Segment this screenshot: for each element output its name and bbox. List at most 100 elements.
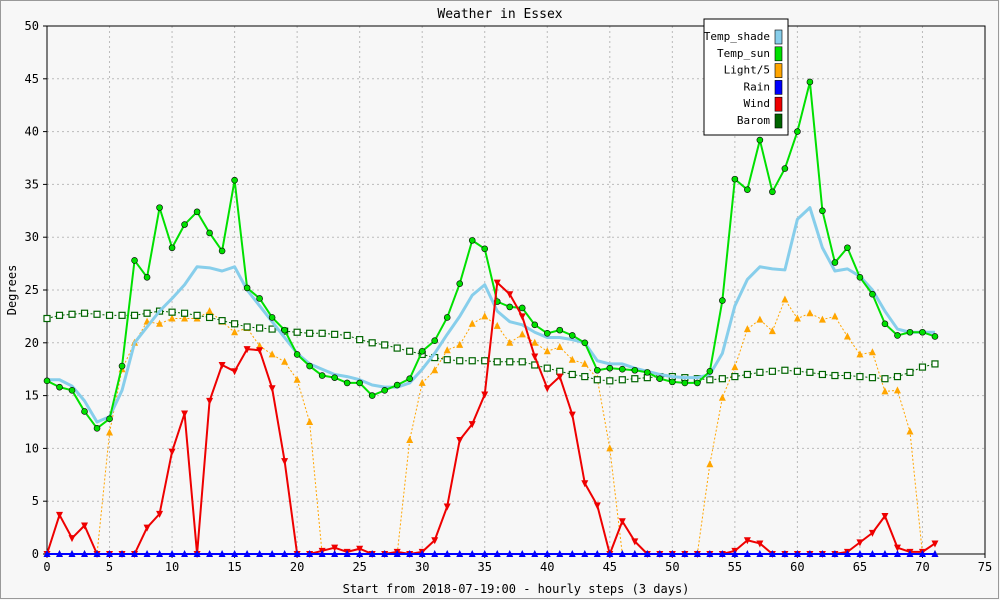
rain-point bbox=[593, 550, 601, 557]
temp-sun-point bbox=[669, 378, 676, 386]
rain-point bbox=[843, 550, 851, 557]
rain-point bbox=[306, 550, 314, 557]
barom-point bbox=[143, 309, 151, 317]
barom-point bbox=[105, 311, 114, 319]
y-tick-label: 5 bbox=[32, 494, 39, 508]
rain-point bbox=[743, 550, 751, 557]
light-5-point bbox=[306, 418, 314, 425]
wind-point bbox=[431, 537, 439, 545]
barom-point bbox=[506, 358, 514, 366]
rain-point bbox=[681, 550, 689, 557]
rain-point bbox=[281, 550, 289, 557]
barom-point bbox=[468, 357, 476, 365]
light-5-point bbox=[206, 307, 214, 315]
rain-point bbox=[318, 550, 326, 557]
rain-point bbox=[856, 550, 864, 557]
light-5-point bbox=[293, 375, 301, 383]
temp-sun-point bbox=[206, 229, 213, 237]
temp-sun-point bbox=[393, 381, 401, 389]
light-5-point bbox=[743, 325, 751, 333]
y-tick-label: 25 bbox=[25, 283, 39, 297]
temp-sun-point bbox=[406, 375, 413, 383]
x-tick-label: 60 bbox=[790, 560, 804, 574]
temp-sun-point bbox=[231, 176, 238, 184]
y-axis-ticks: 0 5 10 15 20 25 30 35 40 45 50 bbox=[25, 19, 47, 561]
light-5-point bbox=[431, 366, 439, 374]
rain-point bbox=[356, 550, 364, 557]
barom-point bbox=[793, 367, 802, 375]
barom-point bbox=[906, 368, 914, 376]
legend-swatch-temp-sun bbox=[774, 46, 783, 62]
light-5-point bbox=[518, 330, 526, 338]
light-5-point bbox=[843, 332, 851, 340]
barom-point bbox=[743, 370, 751, 379]
rain-point bbox=[881, 550, 889, 557]
wind-point bbox=[543, 385, 551, 393]
wind-point bbox=[468, 421, 476, 429]
light-5-point bbox=[406, 435, 414, 443]
temp-sun-point bbox=[781, 165, 789, 172]
temp-sun-point bbox=[881, 320, 889, 328]
barom-point bbox=[606, 377, 614, 385]
x-tick-label: 75 bbox=[978, 560, 992, 574]
light-5-point bbox=[856, 350, 864, 358]
temp-sun-point bbox=[456, 280, 464, 287]
barom-point bbox=[856, 372, 864, 381]
temp-sun-point bbox=[306, 362, 313, 370]
light-5-point bbox=[568, 355, 576, 363]
temp-sun-point bbox=[481, 245, 489, 253]
barom-point bbox=[768, 367, 776, 375]
legend-label-wind: Wind bbox=[744, 97, 771, 110]
rain-point bbox=[531, 550, 539, 557]
rain-point bbox=[906, 550, 914, 557]
barom-point bbox=[306, 329, 314, 337]
rain-point bbox=[181, 550, 189, 557]
light-5-point bbox=[781, 295, 789, 303]
light-5-point bbox=[718, 393, 726, 401]
rain-point bbox=[131, 550, 139, 557]
temp-sun-point bbox=[819, 207, 826, 215]
wind-point bbox=[281, 458, 289, 466]
temp-sun-point bbox=[581, 339, 589, 347]
wind-point bbox=[243, 346, 251, 354]
temp-sun-point bbox=[318, 372, 326, 379]
x-tick-label: 70 bbox=[915, 560, 929, 574]
rain-point bbox=[543, 550, 551, 557]
wind-point bbox=[881, 512, 889, 520]
rain-point bbox=[556, 550, 564, 557]
y-tick-label: 30 bbox=[25, 230, 39, 244]
temp-sun-point bbox=[168, 244, 176, 252]
temp-sun-point bbox=[193, 208, 201, 216]
light-5-point bbox=[893, 386, 901, 394]
barom-point bbox=[918, 363, 927, 371]
series-line-temp-shade bbox=[47, 206, 935, 424]
x-tick-label: 65 bbox=[853, 560, 867, 574]
barom-point bbox=[881, 375, 889, 383]
barom-point bbox=[556, 367, 564, 375]
x-tick-label: 40 bbox=[540, 560, 554, 574]
temp-sun-point bbox=[706, 368, 714, 375]
rain-point bbox=[118, 550, 126, 557]
rain-point bbox=[406, 550, 414, 557]
barom-point bbox=[818, 370, 827, 379]
x-tick-label: 45 bbox=[603, 560, 617, 574]
barom-point bbox=[93, 310, 101, 318]
rain-point bbox=[381, 550, 389, 557]
barom-point bbox=[443, 356, 451, 364]
barom-point bbox=[118, 311, 126, 319]
legend-swatch-barom bbox=[774, 113, 783, 129]
light-5-point bbox=[818, 315, 826, 323]
barom-point bbox=[756, 368, 764, 376]
rain-point bbox=[243, 550, 251, 557]
light-5-point bbox=[418, 378, 426, 386]
light-5-point bbox=[731, 363, 739, 371]
temp-sun-point bbox=[281, 326, 288, 334]
rain-point bbox=[218, 550, 226, 557]
temp-sun-point bbox=[468, 237, 476, 244]
barom-point bbox=[256, 324, 264, 332]
wind-point bbox=[581, 480, 589, 488]
temp-sun-point bbox=[93, 425, 101, 432]
barom-point bbox=[393, 344, 401, 352]
temp-sun-point bbox=[931, 333, 939, 340]
rain-point bbox=[506, 550, 514, 557]
